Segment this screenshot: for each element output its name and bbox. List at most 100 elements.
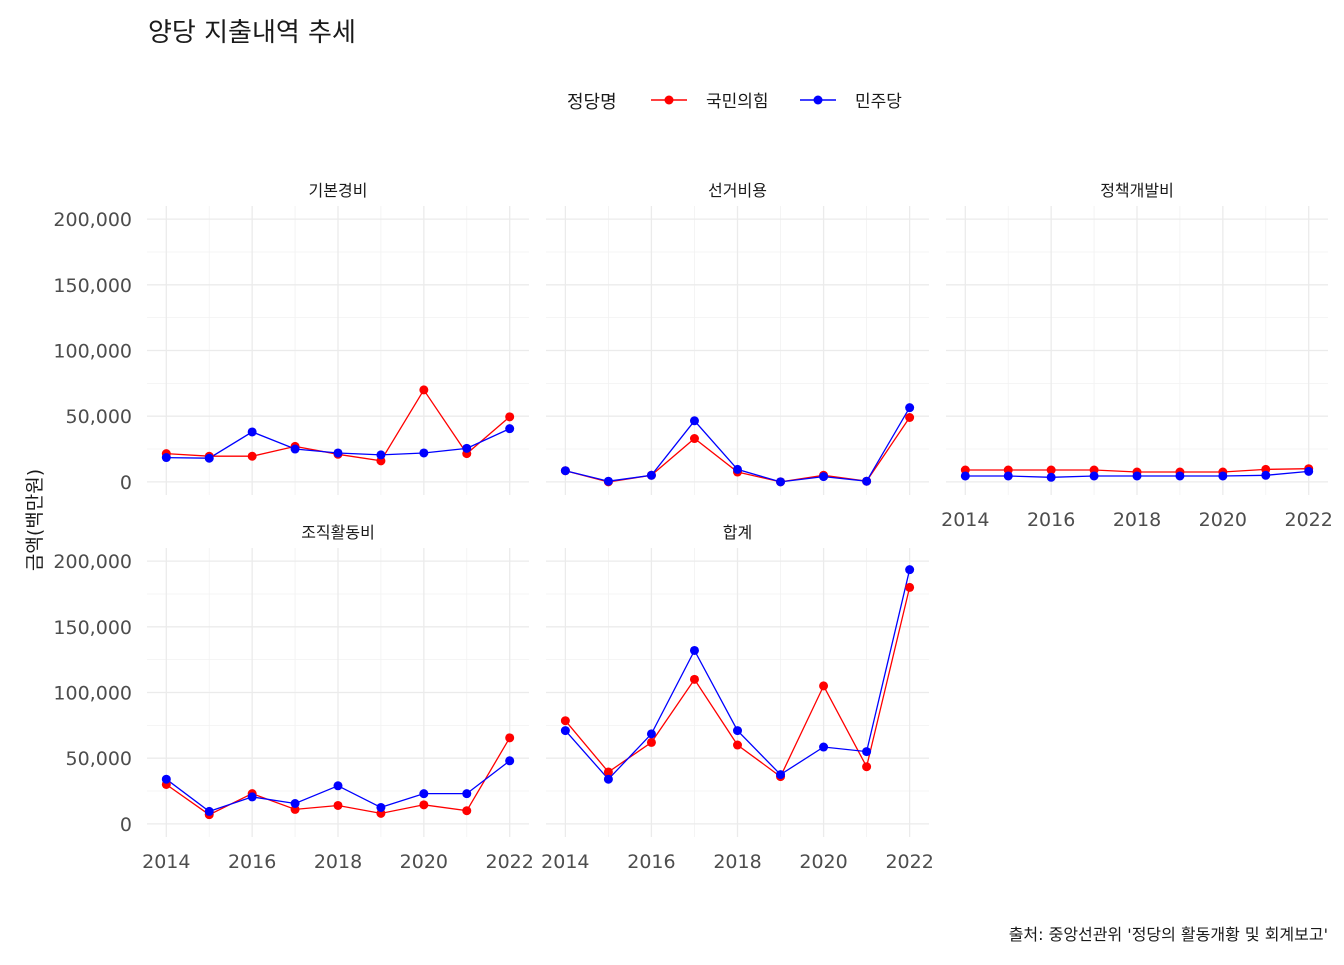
data-point <box>603 476 613 486</box>
data-point <box>290 799 300 809</box>
y-tick-label: 150,000 <box>53 617 132 639</box>
data-point <box>462 806 472 816</box>
panel-title: 합계 <box>723 523 752 542</box>
y-tick-label: 100,000 <box>53 683 132 705</box>
data-point <box>776 477 786 487</box>
panel-title: 기본경비 <box>309 181 368 200</box>
data-point <box>505 733 515 743</box>
panel-title: 선거비용 <box>708 181 767 200</box>
legend-item-0: 국민의힘 <box>651 92 769 112</box>
data-point <box>560 716 570 726</box>
data-point <box>376 450 386 460</box>
data-point <box>1304 466 1314 476</box>
x-tick-label: 2016 <box>228 851 276 873</box>
x-tick-label: 2020 <box>1199 509 1247 531</box>
legend-key-point-1 <box>813 95 823 105</box>
panel-title: 정책개발비 <box>1100 181 1174 200</box>
legend-title: 정당명 <box>567 92 617 113</box>
data-point <box>646 470 656 480</box>
panel-0: 기본경비 0 50,000 100,000 150,000 200,000 <box>53 181 529 495</box>
x-tick-label: 2022 <box>1285 509 1333 531</box>
x-tick-label: 2018 <box>1113 509 1161 531</box>
data-point <box>290 444 300 454</box>
data-point <box>776 770 786 780</box>
data-point <box>419 800 429 810</box>
data-point <box>204 453 214 463</box>
y-tick-label: 0 <box>120 814 132 836</box>
x-tick-label: 2014 <box>941 509 989 531</box>
data-point <box>1046 472 1056 482</box>
x-tick-label: 2020 <box>400 851 448 873</box>
y-tick-label: 100,000 <box>53 341 132 363</box>
data-point <box>646 729 656 739</box>
caption: 출처: 중앙선관위 '정당의 활동개황 및 회계보고' <box>1009 925 1328 944</box>
data-point <box>603 767 613 777</box>
data-point <box>733 464 742 474</box>
data-point <box>603 774 613 784</box>
x-tick-label: 2022 <box>885 851 933 873</box>
y-tick-label: 50,000 <box>66 748 132 770</box>
data-point <box>1175 471 1185 481</box>
data-point <box>819 472 829 482</box>
data-point <box>462 789 472 799</box>
data-point <box>819 742 829 752</box>
facet-panels: 기본경비 0 50,000 100,000 150,000 200,000 선거비용 정책개발… <box>53 181 1332 873</box>
legend-item-1: 민주당 <box>800 92 902 112</box>
x-tick-label: 2022 <box>486 851 534 873</box>
y-tick-label: 200,000 <box>53 551 132 573</box>
legend: 정당명 국민의힘 민주당 <box>567 92 902 113</box>
legend-label-0: 국민의힘 <box>706 92 769 112</box>
y-tick-label: 50,000 <box>66 406 132 428</box>
data-point <box>689 645 699 655</box>
data-point <box>1218 471 1228 481</box>
data-point <box>1003 471 1013 481</box>
y-tick-label: 0 <box>120 472 132 494</box>
x-tick-label: 2014 <box>142 851 190 873</box>
data-point <box>905 582 915 592</box>
data-point <box>204 806 214 816</box>
data-point <box>419 385 429 395</box>
data-point <box>733 726 742 736</box>
panel-3: 조직활동비 0 50,000 100,000 150,000 200,000 2014 201… <box>53 523 533 873</box>
data-point <box>376 802 386 812</box>
data-point <box>505 756 515 766</box>
data-point <box>333 800 343 810</box>
data-point <box>689 674 699 684</box>
panel-4: 합계 2014 2016 2018 2020 2022 <box>541 523 934 873</box>
data-point <box>819 681 829 691</box>
y-axis-label: 금액(백만원) <box>24 469 46 571</box>
data-point <box>689 416 699 426</box>
data-point <box>733 740 742 750</box>
data-point <box>247 451 257 461</box>
data-point <box>905 412 915 422</box>
y-tick-label: 200,000 <box>53 209 132 231</box>
panel-1: 선거비용 <box>546 181 929 495</box>
data-point <box>247 427 257 437</box>
data-point <box>333 781 343 791</box>
data-point <box>419 448 429 458</box>
data-point <box>862 747 872 757</box>
data-point <box>161 774 171 784</box>
data-point <box>905 565 915 575</box>
data-point <box>960 471 970 481</box>
data-point <box>1261 470 1271 480</box>
data-point <box>247 792 257 802</box>
data-point <box>1089 471 1099 481</box>
data-point <box>333 448 343 458</box>
legend-label-1: 민주당 <box>855 92 902 112</box>
data-point <box>505 424 515 434</box>
data-point <box>419 789 429 799</box>
chart-title: 양당 지출내역 추세 <box>148 18 356 48</box>
x-tick-label: 2018 <box>713 851 761 873</box>
panel-2: 정책개발비 2014 2016 2018 2020 2022 <box>941 181 1333 531</box>
data-point <box>1132 471 1142 481</box>
data-point <box>505 412 515 422</box>
data-point <box>1046 465 1056 475</box>
data-point <box>462 443 472 453</box>
y-tick-label: 150,000 <box>53 275 132 297</box>
data-point <box>161 453 171 463</box>
panel-title: 조직활동비 <box>301 523 375 542</box>
legend-key-point-0 <box>664 95 674 105</box>
x-tick-label: 2014 <box>541 851 589 873</box>
